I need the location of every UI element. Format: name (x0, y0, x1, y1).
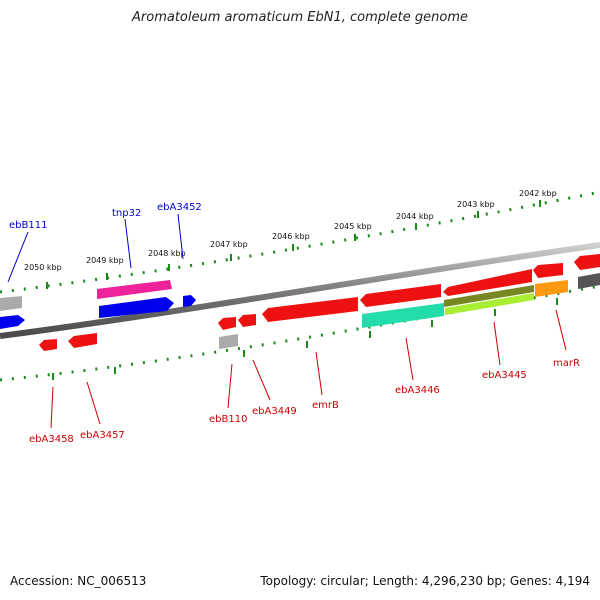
gene-label[interactable]: ebA3458 (29, 434, 74, 445)
gene-arrow[interactable] (183, 295, 196, 307)
gene-arrow[interactable] (444, 285, 534, 307)
gene-arrow[interactable] (443, 269, 532, 296)
upper-scale-line (0, 190, 600, 294)
scale-label: 2045 kbp (334, 222, 372, 231)
map-title: Aromatoleum aromaticum EbN1, complete ge… (132, 10, 468, 25)
gene-arrow[interactable] (218, 317, 236, 330)
scale-label: 2043 kbp (457, 200, 495, 209)
gene-arrow[interactable] (39, 339, 57, 351)
gene-arrow[interactable] (0, 315, 25, 329)
gene-arrow[interactable] (238, 314, 256, 327)
gene-arrow[interactable] (535, 280, 568, 297)
scale-label: 2049 kbp (86, 256, 124, 265)
gene-arrow[interactable] (0, 296, 22, 311)
upper-major-ticks (46, 200, 541, 289)
forward-strand-genes (0, 280, 196, 329)
genome-summary-text: Topology: circular; Length: 4,296,230 bp… (260, 574, 590, 588)
lower-leader-lines (50, 309, 567, 429)
scale-label: 2047 kbp (210, 240, 248, 249)
scale-label: 2050 kbp (24, 263, 62, 272)
gene-arrow[interactable] (219, 334, 238, 349)
accession-text: Accession: NC_006513 (10, 574, 147, 588)
gene-label[interactable]: ebA3452 (157, 202, 202, 213)
reverse-strand-genes (39, 254, 600, 351)
gene-arrow[interactable] (99, 297, 174, 318)
lower-major-ticks (52, 298, 558, 380)
scale-labels: 2050 kbp 2049 kbp 2048 kbp 2047 kbp 2046… (24, 189, 557, 272)
gene-label[interactable]: ebA3457 (80, 430, 125, 441)
gene-label[interactable]: emrB (312, 400, 339, 411)
gene-label[interactable]: tnp32 (112, 208, 141, 219)
gene-arrow[interactable] (262, 297, 358, 322)
gene-arrow[interactable] (578, 273, 600, 289)
gene-arrow[interactable] (445, 293, 534, 315)
scale-label: 2042 kbp (519, 189, 557, 198)
scale-label: 2046 kbp (272, 232, 310, 241)
gene-label[interactable]: ebA3446 (395, 385, 440, 396)
gene-arrow[interactable] (574, 254, 600, 270)
gene-label[interactable]: marR (553, 358, 580, 369)
gene-label[interactable]: ebA3449 (252, 406, 297, 417)
gene-label[interactable]: ebB110 (209, 414, 247, 425)
genome-backbone (0, 242, 600, 339)
upper-gene-labels: ebB111 tnp32 ebA3452 (9, 202, 202, 231)
lower-gene-labels: ebA3458 ebA3457 ebB110 ebA3449 emrB ebA3… (29, 358, 580, 445)
gene-label[interactable]: ebA3445 (482, 370, 527, 381)
upper-leader-lines (7, 213, 184, 283)
gene-arrow[interactable] (360, 284, 441, 307)
gene-arrow[interactable] (68, 333, 97, 348)
gene-label[interactable]: ebB111 (9, 220, 47, 231)
gene-arrow[interactable] (362, 303, 444, 328)
gene-arrow[interactable] (533, 263, 563, 278)
gene-arrow[interactable] (97, 280, 172, 299)
scale-label: 2048 kbp (148, 249, 186, 258)
scale-label: 2044 kbp (396, 212, 434, 221)
